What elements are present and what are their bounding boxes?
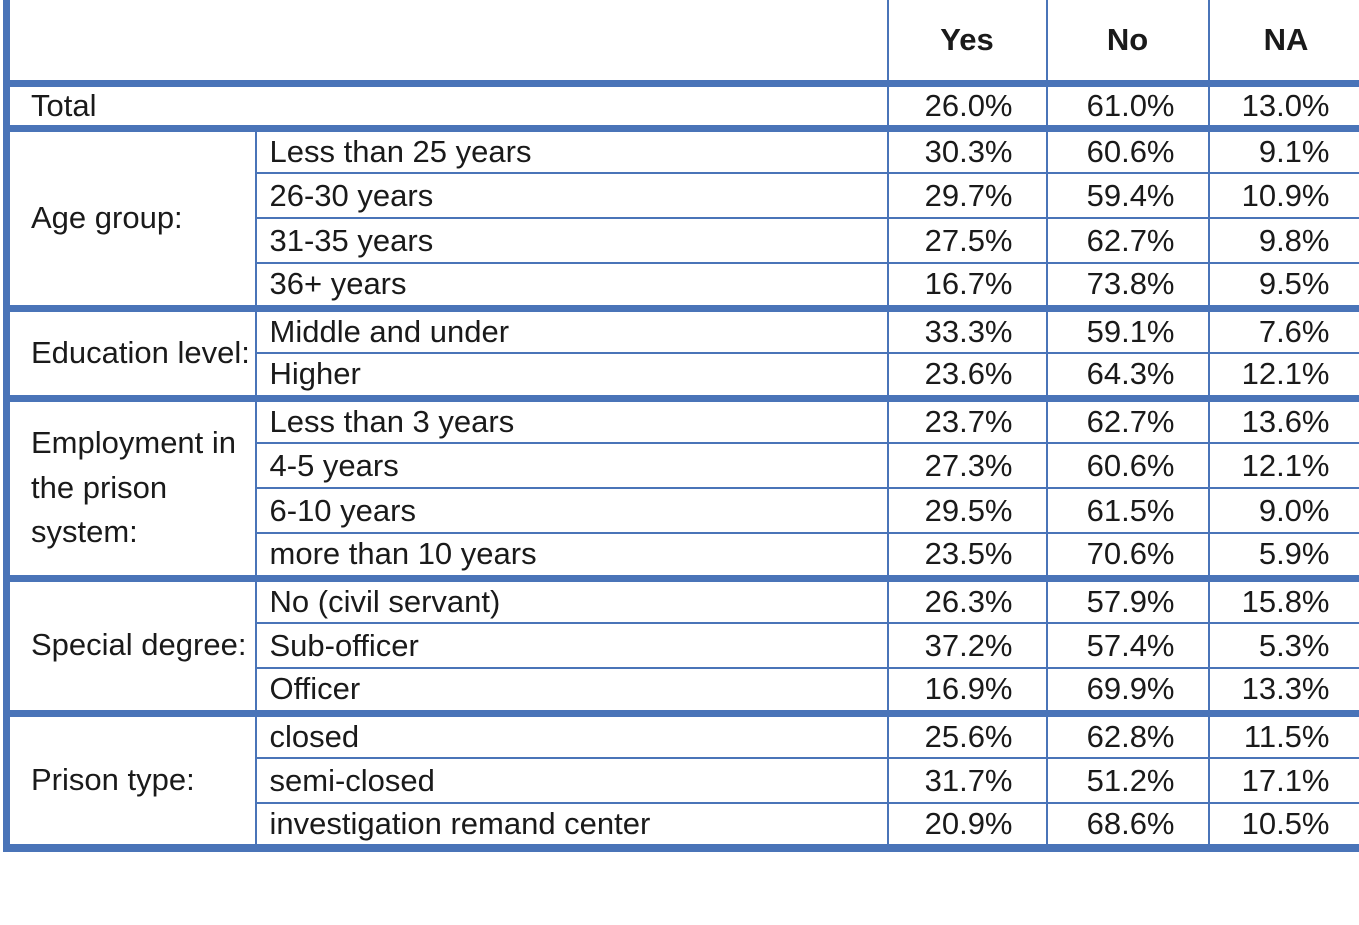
total-row: Total 26.0% 61.0% 13.0% bbox=[5, 83, 1359, 132]
na-value: 9.0% bbox=[1207, 487, 1359, 533]
no-value: 73.8% bbox=[1045, 262, 1209, 312]
group-label-age: Age group: bbox=[5, 128, 256, 312]
group-label-education: Education level: bbox=[5, 308, 256, 402]
na-value: 12.1% bbox=[1207, 442, 1359, 488]
total-no-value: 61.0% bbox=[1045, 83, 1209, 132]
table-row: Sub-officer 37.2% 57.4% 5.3% bbox=[7, 622, 1359, 668]
header-row: Yes No NA bbox=[6, 0, 1359, 87]
no-value: 57.4% bbox=[1045, 622, 1209, 668]
table-row: Prison type: closed 25.6% 62.8% 11.5% bbox=[5, 713, 1359, 848]
table-row: Employment in the prison system: Less th… bbox=[5, 398, 1359, 582]
no-value: 68.6% bbox=[1045, 802, 1209, 848]
yes-value: 27.5% bbox=[886, 217, 1047, 263]
yes-value: 33.3% bbox=[886, 308, 1047, 353]
na-value: 13.3% bbox=[1207, 667, 1359, 717]
group-label-employment: Employment in the prison system: bbox=[5, 398, 256, 582]
no-value: 69.9% bbox=[1045, 667, 1209, 717]
no-value: 57.9% bbox=[1045, 578, 1209, 623]
yes-value: 25.6% bbox=[886, 713, 1047, 758]
na-value: 9.1% bbox=[1207, 128, 1359, 173]
total-na-value: 13.0% bbox=[1207, 83, 1359, 132]
no-value: 59.1% bbox=[1045, 308, 1209, 353]
na-value: 9.8% bbox=[1207, 217, 1359, 263]
no-value: 62.7% bbox=[1045, 398, 1209, 443]
table-row: Education level: Middle and under 33.3% … bbox=[5, 308, 1359, 402]
table-row: Age group: Less than 25 years 30.3% 60.6… bbox=[5, 128, 1359, 312]
row-label: 26-30 years bbox=[254, 172, 888, 218]
no-value: 59.4% bbox=[1045, 172, 1209, 218]
row-label: 4-5 years bbox=[254, 442, 888, 488]
yes-value: 29.5% bbox=[886, 487, 1047, 533]
row-label: Less than 25 years bbox=[254, 128, 888, 173]
row-label: 6-10 years bbox=[254, 487, 888, 533]
table-row: Special degree: No (civil servant) 26.3%… bbox=[5, 578, 1359, 717]
row-label: 31-35 years bbox=[254, 217, 888, 263]
no-value: 61.5% bbox=[1045, 487, 1209, 533]
no-value: 70.6% bbox=[1045, 532, 1209, 582]
total-label: Total bbox=[5, 83, 888, 132]
group-label-special-degree: Special degree: bbox=[5, 578, 256, 717]
na-value: 17.1% bbox=[1207, 757, 1359, 803]
table-row: 6-10 years 29.5% 61.5% 9.0% bbox=[7, 487, 1359, 533]
yes-value: 31.7% bbox=[886, 757, 1047, 803]
no-value: 62.7% bbox=[1045, 217, 1209, 263]
no-value: 60.6% bbox=[1045, 128, 1209, 173]
table-row: Higher 23.6% 64.3% 12.1% bbox=[7, 352, 1359, 402]
yes-value: 29.7% bbox=[886, 172, 1047, 218]
header-corner-cell bbox=[6, 0, 888, 87]
na-value: 5.9% bbox=[1207, 532, 1359, 582]
group-label-prison-type: Prison type: bbox=[5, 713, 256, 848]
row-label: more than 10 years bbox=[254, 532, 888, 582]
yes-value: 27.3% bbox=[886, 442, 1047, 488]
table-row: semi-closed 31.7% 51.2% 17.1% bbox=[7, 757, 1359, 803]
row-label: investigation remand center bbox=[254, 802, 888, 848]
no-value: 60.6% bbox=[1045, 442, 1209, 488]
yes-value: 23.6% bbox=[886, 352, 1047, 402]
na-value: 13.6% bbox=[1207, 398, 1359, 443]
yes-value: 37.2% bbox=[886, 622, 1047, 668]
column-header-no: No bbox=[1045, 0, 1209, 87]
yes-value: 26.3% bbox=[886, 578, 1047, 623]
row-label: No (civil servant) bbox=[254, 578, 888, 623]
table-row: Officer 16.9% 69.9% 13.3% bbox=[7, 667, 1359, 717]
na-value: 12.1% bbox=[1207, 352, 1359, 402]
no-value: 62.8% bbox=[1045, 713, 1209, 758]
row-label: 36+ years bbox=[254, 262, 888, 312]
column-header-yes: Yes bbox=[886, 0, 1047, 87]
yes-value: 16.7% bbox=[886, 262, 1047, 312]
na-value: 7.6% bbox=[1207, 308, 1359, 353]
table-row: 26-30 years 29.7% 59.4% 10.9% bbox=[7, 172, 1359, 218]
no-value: 64.3% bbox=[1045, 352, 1209, 402]
row-label: Officer bbox=[254, 667, 888, 717]
row-label: Middle and under bbox=[254, 308, 888, 353]
survey-results-table: Yes No NA Total 26.0% 61.0% 13.0% Age gr… bbox=[3, 0, 1359, 852]
no-value: 51.2% bbox=[1045, 757, 1209, 803]
na-value: 9.5% bbox=[1207, 262, 1359, 312]
yes-value: 16.9% bbox=[886, 667, 1047, 717]
row-label: Sub-officer bbox=[254, 622, 888, 668]
na-value: 10.9% bbox=[1207, 172, 1359, 218]
table-row: 4-5 years 27.3% 60.6% 12.1% bbox=[7, 442, 1359, 488]
column-header-na: NA bbox=[1207, 0, 1359, 87]
na-value: 10.5% bbox=[1207, 802, 1359, 848]
na-value: 15.8% bbox=[1207, 578, 1359, 623]
yes-value: 20.9% bbox=[886, 802, 1047, 848]
table-row: investigation remand center 20.9% 68.6% … bbox=[7, 802, 1359, 848]
row-label: Higher bbox=[254, 352, 888, 402]
yes-value: 30.3% bbox=[886, 128, 1047, 173]
table-row: 36+ years 16.7% 73.8% 9.5% bbox=[7, 262, 1359, 312]
table-row: 31-35 years 27.5% 62.7% 9.8% bbox=[7, 217, 1359, 263]
row-label: Less than 3 years bbox=[254, 398, 888, 443]
row-label: semi-closed bbox=[254, 757, 888, 803]
na-value: 11.5% bbox=[1207, 713, 1359, 758]
table-row: more than 10 years 23.5% 70.6% 5.9% bbox=[7, 532, 1359, 582]
na-value: 5.3% bbox=[1207, 622, 1359, 668]
yes-value: 23.5% bbox=[886, 532, 1047, 582]
row-label: closed bbox=[254, 713, 888, 758]
yes-value: 23.7% bbox=[886, 398, 1047, 443]
total-yes-value: 26.0% bbox=[886, 83, 1047, 132]
